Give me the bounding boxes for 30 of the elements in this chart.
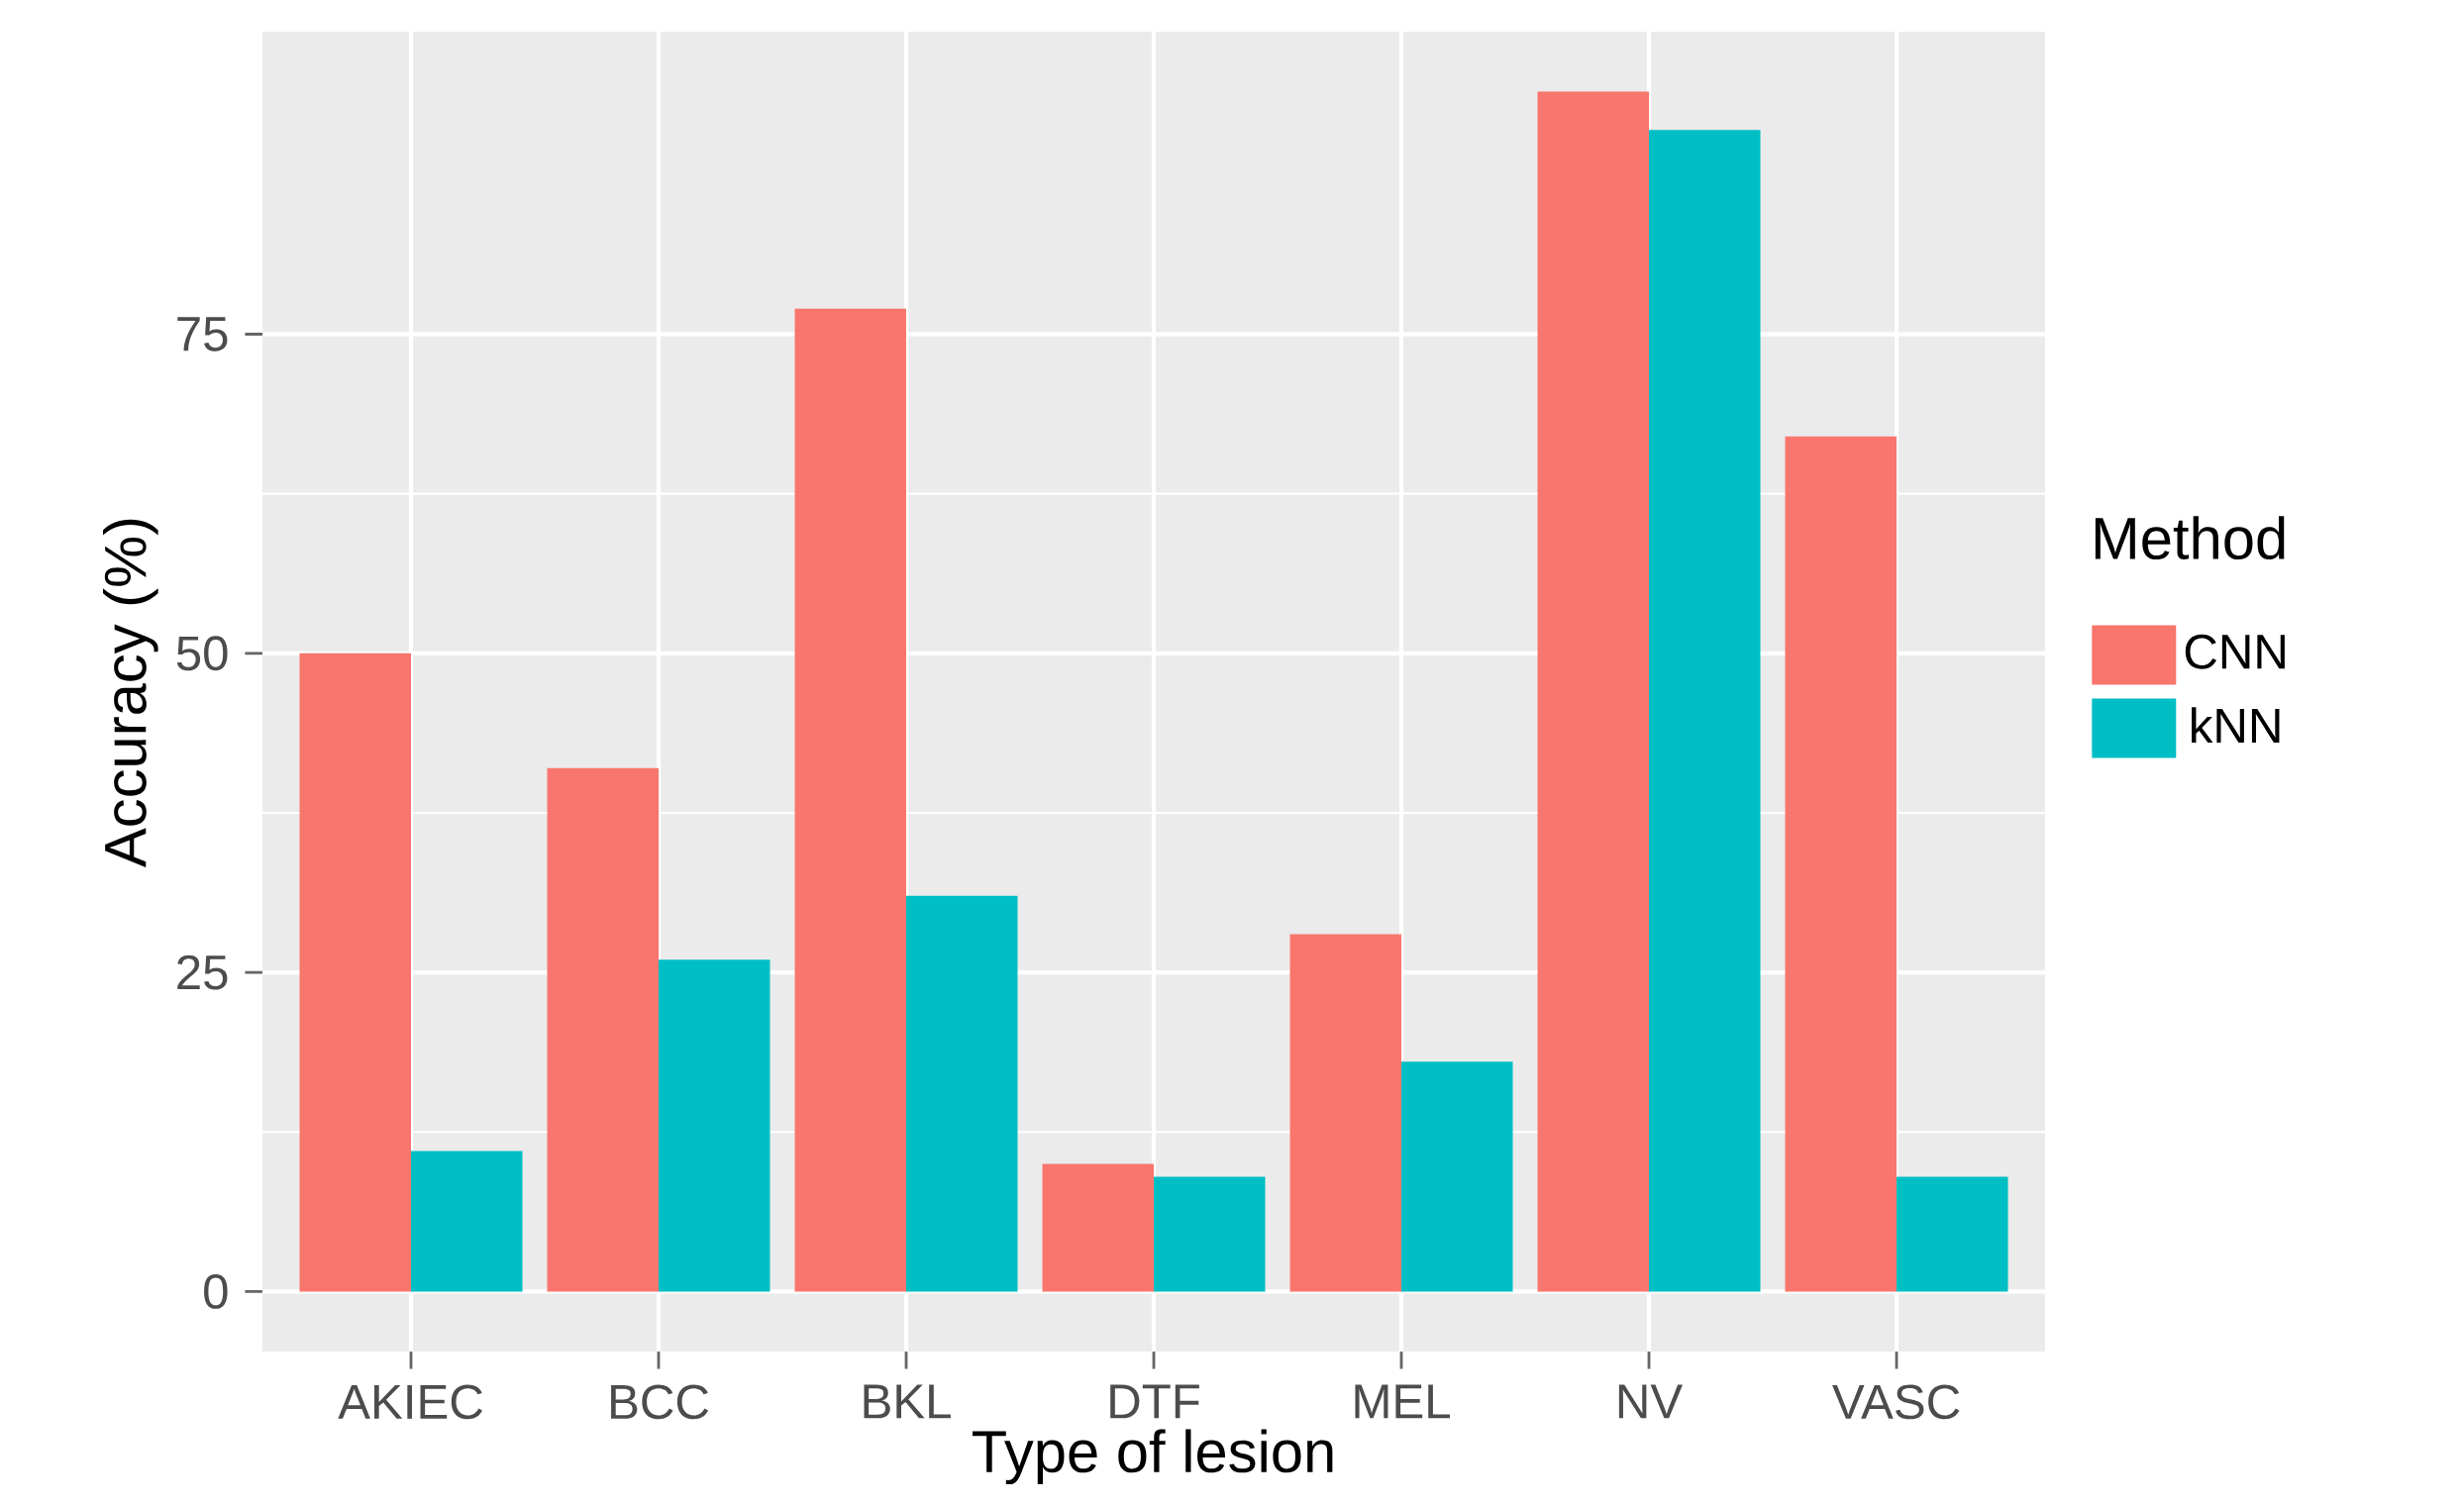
x-tick-label: MEL (1355, 1384, 1450, 1419)
y-tick-label: 25 (177, 954, 228, 990)
bar (1154, 1176, 1266, 1292)
bar (1401, 1061, 1513, 1292)
bar (299, 653, 412, 1292)
bar (547, 767, 660, 1292)
legend-title: Method (2095, 516, 2285, 560)
x-tick-label: NV (1618, 1384, 1683, 1419)
bar (1042, 1163, 1155, 1292)
y-tick-label: 50 (176, 636, 228, 671)
bar (1289, 934, 1402, 1292)
x-tick-label: BKL (864, 1384, 951, 1419)
bar (1649, 130, 1761, 1292)
y-tick-label: 0 (204, 1273, 228, 1309)
bar (411, 1151, 523, 1292)
x-tick-label: DTF (1110, 1384, 1199, 1419)
x-tick-label: AKIEC (338, 1384, 482, 1420)
legend-label: kNN (2192, 707, 2280, 743)
x-axis-title: Type of lesion (973, 1429, 1333, 1485)
y-axis-title: Accuracy (%) (103, 519, 158, 867)
y-tick-label: 75 (177, 317, 228, 351)
bar (659, 959, 770, 1292)
bar (906, 895, 1018, 1292)
x-tick-label: BCC (611, 1384, 709, 1420)
x-tick-label: VASC (1832, 1384, 1960, 1420)
bar (1897, 1176, 2008, 1292)
bar (1537, 91, 1650, 1292)
bar (1785, 436, 1898, 1292)
bar (794, 308, 907, 1292)
legend-label: CNN (2185, 634, 2285, 669)
